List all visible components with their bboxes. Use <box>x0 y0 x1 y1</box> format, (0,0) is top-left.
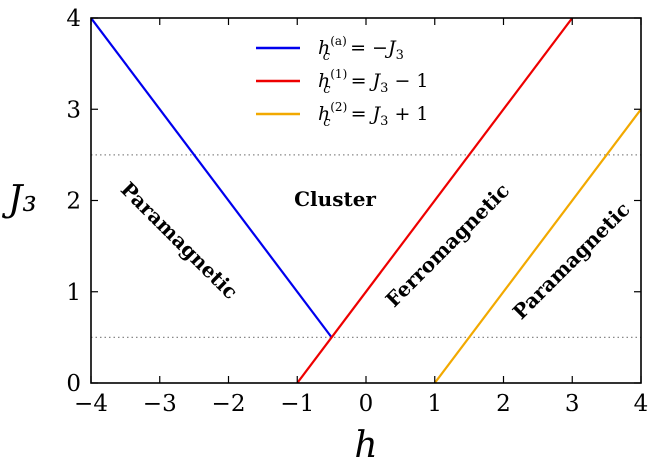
legend-tail: + 1 <box>388 103 428 125</box>
x-tick-label: 4 <box>634 391 648 417</box>
legend: h(a) c = −J3h(1) c = J3 − 1h(2) c = J3 + 1 <box>256 34 429 130</box>
legend-j: J <box>369 103 382 125</box>
series-group <box>91 18 641 383</box>
legend-base: h <box>318 37 330 59</box>
legend-rhs-sub: 3 <box>380 81 388 96</box>
x-tick-label: 0 <box>359 391 374 417</box>
legend-base: h <box>318 103 330 125</box>
legend-rhs-sub: 3 <box>380 114 388 129</box>
region-label-2: Cluster <box>294 187 376 211</box>
legend-label-3: h(2) c = J3 + 1 <box>318 100 429 130</box>
legend-rhs-sub: 3 <box>396 48 404 63</box>
y-tick-label: 0 <box>66 371 81 397</box>
legend-eq: = <box>345 70 373 92</box>
legend-sup: (2) <box>330 100 347 114</box>
x-tick-label: −1 <box>280 391 314 417</box>
legend-label-2: h(1) c = J3 − 1 <box>318 67 429 97</box>
y-axis-title: J₃ <box>1 179 37 220</box>
legend-label-1: h(a) c = −J3 <box>318 34 404 64</box>
y-tick-label: 2 <box>66 189 81 215</box>
x-tick-label: 1 <box>427 391 442 417</box>
legend-eq: = − <box>344 37 388 59</box>
x-tick-label: −3 <box>143 391 177 417</box>
legend-sub: c <box>323 49 331 64</box>
legend-j: J <box>384 37 397 59</box>
x-tick-label: −2 <box>212 391 246 417</box>
x-axis-label: h <box>354 425 377 464</box>
region-label-1: Paramagnetic <box>116 177 243 304</box>
series-line-1 <box>91 18 333 339</box>
x-tick-label: 2 <box>496 391 511 417</box>
legend-j: J <box>369 70 382 92</box>
series-line-2 <box>296 18 574 383</box>
legend-sup: (a) <box>330 34 347 48</box>
legend-sup: (1) <box>330 67 347 81</box>
series-line-3 <box>433 108 641 383</box>
legend-sub: c <box>323 82 331 97</box>
y-tick-label: 3 <box>66 97 81 123</box>
x-axis-title: h <box>354 425 377 464</box>
legend-eq: = <box>345 103 373 125</box>
y-tick-label: 1 <box>66 280 81 306</box>
y-tick-label: 4 <box>66 6 81 32</box>
legend-base: h <box>318 70 330 92</box>
x-tick-label: −4 <box>74 391 108 417</box>
y-axis-label: J₃ <box>1 179 37 220</box>
legend-tail: − 1 <box>388 70 428 92</box>
legend-sub: c <box>323 115 331 130</box>
x-tick-label: 3 <box>565 391 580 417</box>
